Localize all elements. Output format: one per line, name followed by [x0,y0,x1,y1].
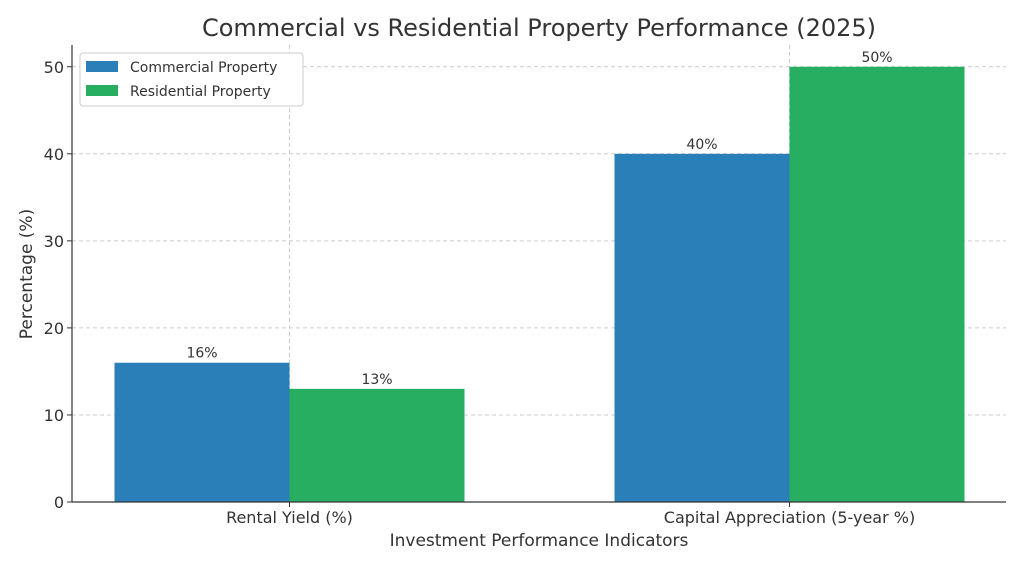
chart-title: Commercial vs Residential Property Perfo… [202,14,876,42]
y-tick-label: 10 [44,406,64,425]
y-tick-label: 30 [44,232,64,251]
x-tick-label: Capital Appreciation (5-year %) [664,508,915,527]
y-axis-label: Percentage (%) [17,209,37,339]
data-label: 50% [861,50,892,66]
y-ticks: 0 10 20 30 40 50 [44,58,72,512]
bar-residential [289,388,465,502]
legend-label: Residential Property [130,84,271,100]
bar-commercial [614,153,790,503]
bar-residential [789,66,965,502]
legend-label: Commercial Property [130,60,277,76]
legend-swatch [86,85,118,96]
y-tick-label: 0 [54,493,64,512]
data-label: 13% [361,372,392,388]
legend: Commercial Property Residential Property [79,52,304,107]
y-tick-label: 40 [44,145,64,164]
x-tick-label: Rental Yield (%) [226,508,353,527]
data-labels: 16% 40% 13% 50% [186,50,892,388]
legend-box [79,52,304,107]
x-ticks: Rental Yield (%) Capital Appreciation (5-… [226,502,915,527]
data-label: 16% [186,346,217,362]
data-label: 40% [686,137,717,153]
y-tick-label: 20 [44,319,64,338]
bars [114,66,965,503]
x-axis-label: Investment Performance Indicators [390,531,689,551]
legend-swatch [86,61,118,72]
bar-commercial [114,362,290,502]
y-tick-label: 50 [44,58,64,77]
